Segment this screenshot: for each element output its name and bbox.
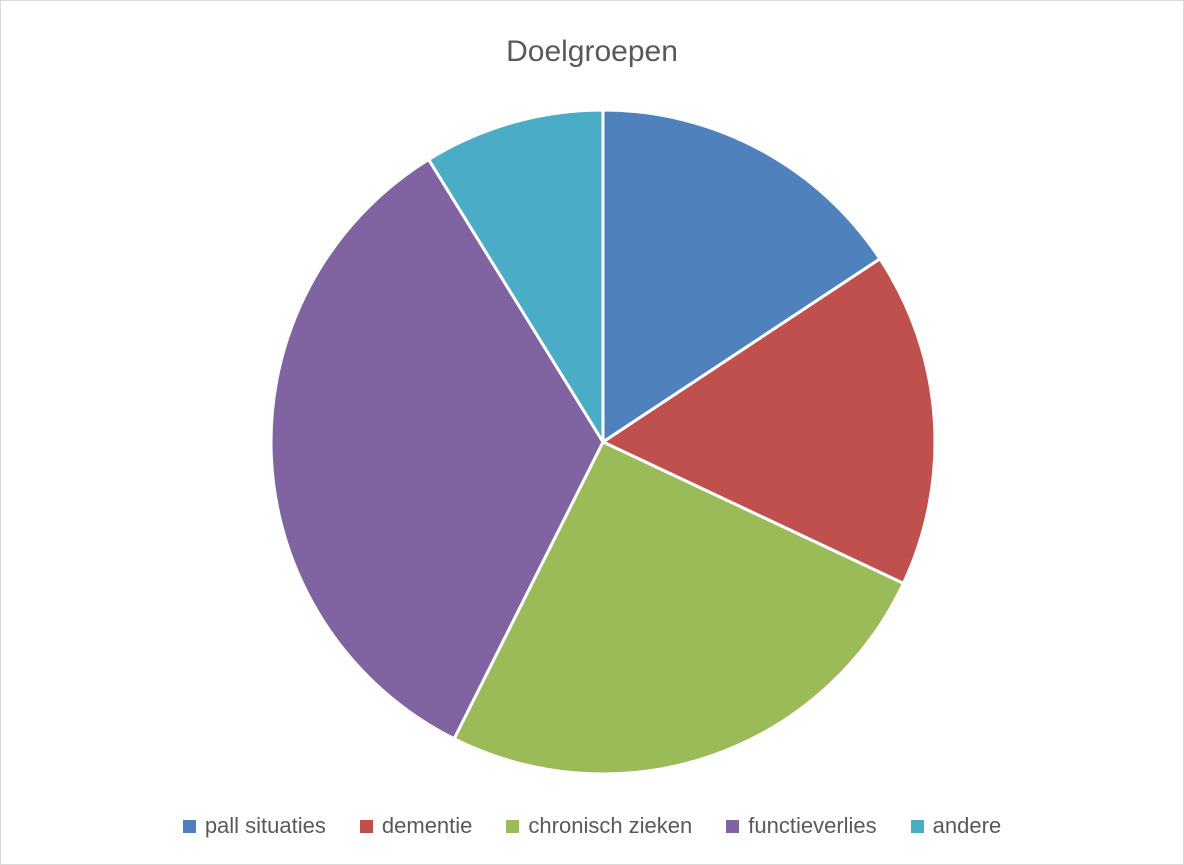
legend-label: andere — [932, 813, 1002, 838]
legend-label: functieverlies — [748, 813, 877, 838]
legend-swatch — [910, 819, 924, 833]
legend: pall situaties dementie chronisch zieken fu… — [1, 813, 1183, 839]
legend-label: chronisch zieken — [528, 813, 693, 838]
legend-item-functieverlies: functieverlies — [726, 813, 877, 839]
pie-slice-pall-situaties — [601, 108, 882, 444]
legend-item-chronisch-zieken: chronisch zieken — [506, 813, 692, 839]
legend-item-dementie: dementie — [359, 813, 473, 839]
pie-slice-functieverlies — [269, 157, 605, 741]
legend-label: pall situaties — [204, 813, 326, 838]
chart-title: Doelgroepen — [506, 35, 678, 68]
legend-swatch — [359, 819, 373, 833]
legend-item-andere: andere — [910, 813, 1002, 839]
legend-swatch — [506, 819, 520, 833]
legend-swatch — [726, 819, 740, 833]
pie-slice-andere — [427, 108, 605, 444]
pie-chart — [269, 108, 937, 776]
legend-item-pall-situaties: pall situaties — [182, 813, 326, 839]
legend-swatch — [182, 819, 196, 833]
pie-slice-dementie — [601, 257, 937, 585]
pie-slice-chronisch-zieken — [452, 440, 905, 776]
legend-label: dementie — [381, 813, 473, 838]
